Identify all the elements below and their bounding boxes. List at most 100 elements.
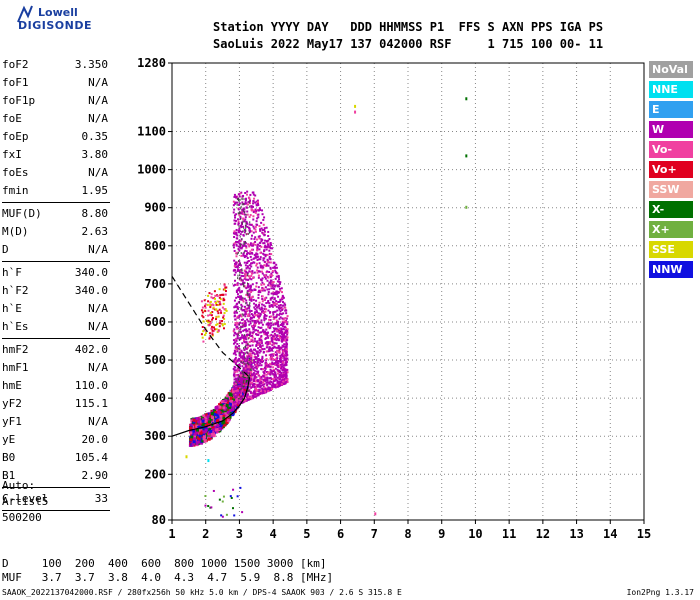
echo-point: [237, 223, 240, 226]
echo-point: [209, 300, 212, 303]
echo-point: [238, 348, 241, 351]
echo-point: [239, 379, 243, 383]
echo-point: [260, 289, 263, 292]
echo-point: [243, 269, 246, 272]
echo-point: [282, 312, 285, 315]
echo-point: [246, 290, 249, 293]
echo-point: [242, 254, 245, 257]
echo-point: [261, 323, 264, 326]
echo-point: [236, 218, 239, 221]
echo-point: [258, 315, 261, 318]
echo-point: [249, 193, 252, 196]
echo-point: [281, 317, 284, 320]
param-value: 110.0: [74, 379, 108, 392]
echo-point: [256, 200, 259, 203]
param-row: h`E N/A: [2, 300, 112, 318]
echo-point: [274, 367, 277, 370]
echo-point: [255, 210, 258, 213]
echo-point: [204, 420, 208, 424]
echo-point: [243, 227, 245, 230]
echo-point: [271, 335, 274, 338]
echo-point: [249, 205, 251, 208]
echo-point: [284, 377, 287, 380]
echo-point: [248, 267, 251, 270]
legend-item: X-: [649, 201, 693, 218]
echo-point: [253, 316, 256, 319]
echo-point: [218, 301, 221, 304]
echo-point: [272, 323, 275, 326]
echo-point: [242, 309, 245, 312]
echo-point: [285, 328, 288, 331]
echo-point: [272, 301, 275, 304]
echo-point: [247, 351, 249, 354]
echo-point: [253, 337, 256, 340]
echo-point: [233, 273, 236, 276]
echo-point: [374, 512, 377, 516]
echo-point: [190, 419, 194, 423]
param-row: M(D) 2.63: [2, 223, 112, 241]
param-name: fmin: [2, 184, 29, 197]
echo-point: [273, 342, 276, 345]
echo-point: [218, 427, 222, 431]
echo-point: [247, 396, 250, 399]
echo-point: [242, 383, 245, 386]
echo-point: [281, 336, 284, 339]
echo-point: [217, 330, 220, 333]
echo-point: [244, 391, 247, 394]
echo-point: [234, 323, 237, 326]
echo-point: [246, 225, 249, 228]
x-tick-label: 6: [337, 527, 344, 541]
echo-point: [243, 399, 246, 402]
echo-point: [271, 340, 274, 343]
echo-point: [234, 305, 237, 308]
echo-point: [268, 305, 271, 308]
echo-point: [209, 322, 212, 325]
echo-point: [257, 204, 260, 207]
echo-point: [275, 275, 278, 278]
echo-point: [219, 414, 223, 418]
echo-point: [252, 298, 255, 301]
echo-point: [218, 288, 221, 291]
echo-point: [238, 278, 241, 281]
echo-point: [243, 243, 245, 246]
echo-point: [216, 294, 219, 297]
echo-point: [233, 373, 236, 376]
param-name: foEs: [2, 166, 29, 179]
echo-point: [266, 388, 269, 391]
echo-point: [244, 254, 247, 257]
echo-point: [260, 340, 263, 343]
echo-point: [193, 435, 197, 439]
echo-point: [232, 488, 235, 491]
echo-point: [245, 267, 248, 270]
echo-point: [220, 514, 223, 517]
echo-point: [279, 304, 282, 307]
param-value: N/A: [88, 112, 108, 125]
echo-point: [234, 402, 237, 405]
echo-point: [221, 500, 224, 503]
legend-item: Vo+: [649, 161, 693, 178]
echo-point: [261, 231, 264, 234]
echo-point: [265, 296, 268, 299]
echo-point: [245, 335, 248, 338]
echo-point: [273, 285, 276, 288]
echo-point: [286, 331, 289, 334]
echo-point: [252, 225, 255, 228]
param-value: 340.0: [74, 266, 108, 279]
echo-point: [259, 228, 262, 231]
echo-point: [243, 203, 245, 206]
echo-point: [274, 284, 277, 287]
echo-point: [275, 315, 278, 318]
echo-point: [219, 319, 222, 322]
echo-point: [284, 331, 287, 334]
echo-point: [236, 234, 239, 237]
y-tick-label: 700: [144, 277, 166, 291]
echo-point: [277, 295, 280, 298]
echo-point: [268, 302, 271, 305]
echo-point: [233, 378, 236, 381]
param-row: foF1 N/A: [2, 74, 112, 92]
echo-point: [209, 306, 212, 309]
echo-point: [262, 223, 265, 226]
echo-point: [265, 373, 268, 376]
echo-point: [243, 231, 246, 234]
echo-point: [233, 299, 236, 302]
